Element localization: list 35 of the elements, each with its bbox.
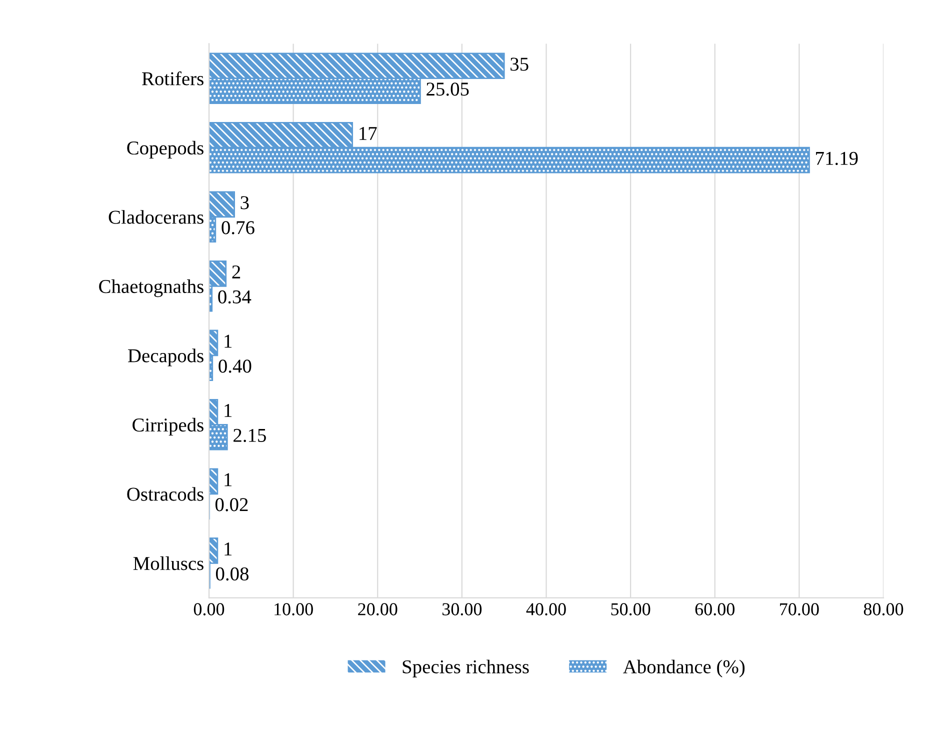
data-label: 71.19: [816, 152, 858, 166]
y-tick-label: Cladocerans: [108, 210, 204, 224]
x-tick-label: 40.00: [526, 603, 566, 616]
data-label: 0.40: [218, 360, 252, 373]
y-tick-label: Decapods: [128, 348, 204, 366]
x-tick-label: 20.00: [358, 603, 398, 616]
y-tick-label: Copepods: [127, 140, 204, 159]
data-label: 0.08: [216, 567, 249, 581]
y-tick-label: Ostracods: [127, 487, 204, 501]
x-tick-label: 80.00: [864, 603, 904, 616]
y-tick-label: Chaetognaths: [99, 279, 204, 298]
data-label: 1: [224, 542, 232, 556]
x-tick-label: 0.00: [194, 603, 224, 616]
data-label: 2.15: [234, 428, 266, 442]
data-label: 0.02: [215, 498, 248, 512]
x-tick-label: 10.00: [274, 603, 313, 616]
data-label: 1: [224, 334, 232, 348]
legend-label: Species richness: [402, 660, 529, 678]
x-tick-label: 70.00: [780, 603, 819, 616]
y-tick-label: Rotifers: [142, 71, 204, 86]
data-label: 25.05: [426, 82, 469, 96]
data-label: 2: [232, 265, 240, 278]
x-tick-label: 60.00: [695, 603, 734, 616]
data-label: 3: [240, 196, 249, 210]
data-label: 1: [224, 473, 232, 486]
data-label: 0.34: [218, 290, 252, 304]
data-label: 1: [224, 404, 232, 417]
legend-label: Abondance (%): [623, 660, 745, 678]
y-tick-label: Molluscs: [133, 556, 204, 570]
data-label: 0.76: [222, 221, 254, 234]
y-tick-label: Cirripeds: [132, 418, 204, 436]
x-tick-label: 50.00: [611, 603, 650, 616]
data-label: 17: [360, 126, 377, 140]
x-tick-label: 30.00: [442, 603, 482, 616]
data-label: 35: [510, 58, 528, 71]
